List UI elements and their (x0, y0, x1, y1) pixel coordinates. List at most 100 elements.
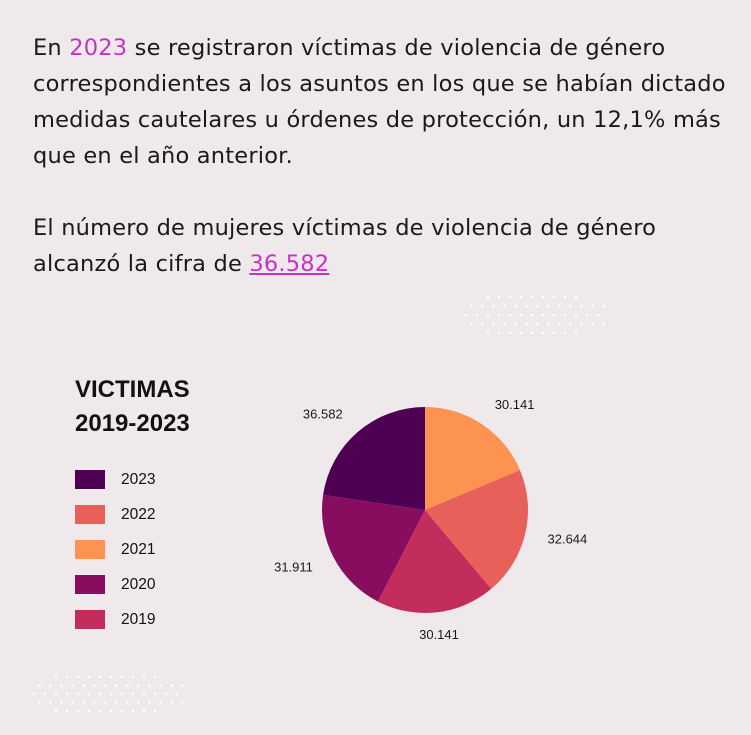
decorative-dot (153, 692, 157, 696)
decorative-dot (552, 331, 556, 335)
decorative-dot (563, 313, 567, 317)
intro-text: En 2023 se registraron víctimas de viole… (33, 30, 733, 282)
decorative-dot (87, 709, 91, 713)
chart-legend: 2023 2022 2021 2020 2019 (75, 462, 155, 637)
decorative-dot (131, 675, 135, 679)
decorative-dot (541, 313, 545, 317)
decorative-dot (76, 692, 80, 696)
decorative-dot (71, 684, 74, 687)
decorative-dot (596, 313, 600, 317)
decorative-dot (497, 331, 501, 335)
decorative-dot (464, 313, 468, 317)
decorative-dot (65, 692, 69, 696)
decorative-dot (552, 313, 556, 317)
decorative-dot (170, 684, 173, 687)
decorative-dot (49, 684, 52, 687)
decorative-dot (60, 684, 63, 687)
decorative-dot (585, 313, 589, 317)
decorative-dot (38, 701, 41, 704)
decorative-dot (580, 322, 583, 326)
decorative-dot (142, 675, 146, 679)
decorative-dot (574, 295, 578, 299)
decorative-dot (109, 709, 113, 713)
intro-text-segment: se registraron víctimas de violencia de … (33, 35, 726, 169)
intro-paragraph-1: En 2023 se registraron víctimas de viole… (33, 30, 733, 174)
decorative-dot (547, 322, 550, 326)
legend-item: 2023 (75, 462, 155, 497)
decorative-dot (82, 684, 85, 687)
decorative-dot (569, 322, 572, 326)
decorative-dot (508, 313, 512, 317)
legend-swatch (75, 470, 105, 489)
decorative-dot (530, 331, 534, 335)
data-label-2019: 30.141 (419, 627, 459, 642)
legend-label: 2022 (121, 505, 156, 523)
decorative-dot (82, 701, 85, 704)
decorative-dot (486, 313, 490, 317)
pie-slice-2019 (377, 510, 492, 613)
highlight-year: 2023 (69, 35, 128, 61)
decorative-dot (54, 709, 58, 713)
data-label-2023: 36.582 (303, 407, 343, 422)
decorative-dot (525, 304, 528, 308)
decorative-dot (503, 304, 506, 308)
victims-count-link[interactable]: 36.582 (249, 251, 330, 277)
decorative-dot (93, 684, 96, 687)
decorative-dots-top (464, 295, 605, 335)
decorative-dot (503, 322, 506, 326)
intro-text-segment: El número de mujeres víctimas de violenc… (33, 215, 657, 277)
decorative-dot (54, 675, 58, 679)
decorative-dot (530, 313, 534, 317)
legend-label: 2020 (121, 575, 156, 593)
decorative-dot (170, 701, 173, 704)
decorative-dot (159, 684, 162, 687)
pie-slice-2022 (425, 470, 528, 589)
decorative-dot (492, 322, 495, 326)
legend-swatch (75, 610, 105, 629)
chart-title-line: VICTIMAS (75, 376, 190, 403)
decorative-dot (131, 692, 135, 696)
decorative-dot (54, 692, 58, 696)
decorative-dot (38, 684, 41, 687)
decorative-dot (87, 675, 91, 679)
decorative-dot (481, 304, 484, 308)
decorative-dot (475, 313, 479, 317)
intro-paragraph-2: El número de mujeres víctimas de violenc… (33, 210, 733, 282)
decorative-dot (148, 701, 151, 704)
decorative-dot (153, 675, 157, 679)
decorative-dot (98, 709, 102, 713)
legend-item: 2019 (75, 602, 155, 637)
decorative-dot (181, 701, 184, 704)
decorative-dot (115, 684, 118, 687)
legend-label: 2019 (121, 610, 156, 628)
legend-swatch (75, 575, 105, 594)
pie-slice-2020 (322, 494, 425, 602)
decorative-dot (175, 692, 179, 696)
decorative-dot (514, 304, 517, 308)
decorative-dot (120, 709, 124, 713)
data-label-2020: 31.911 (274, 560, 313, 575)
intro-text-segment: En (33, 35, 70, 61)
decorative-dot (486, 331, 490, 335)
decorative-dot (602, 304, 605, 308)
decorative-dot (98, 675, 102, 679)
decorative-dot (65, 675, 69, 679)
decorative-dot (558, 304, 561, 308)
decorative-dot (470, 304, 473, 308)
decorative-dot (519, 295, 523, 299)
decorative-dot (591, 304, 594, 308)
decorative-dot (137, 701, 140, 704)
chart-title-line: 2019-2023 (75, 410, 190, 437)
decorative-dot (60, 701, 63, 704)
decorative-dot (115, 701, 118, 704)
decorative-dot (109, 692, 113, 696)
decorative-dot (591, 322, 594, 326)
decorative-dot (131, 709, 135, 713)
legend-label: 2023 (121, 470, 156, 488)
decorative-dot (558, 322, 561, 326)
legend-swatch (75, 505, 105, 524)
decorative-dot (541, 331, 545, 335)
decorative-dot (563, 295, 567, 299)
decorative-dot (153, 709, 157, 713)
decorative-dot (159, 701, 162, 704)
